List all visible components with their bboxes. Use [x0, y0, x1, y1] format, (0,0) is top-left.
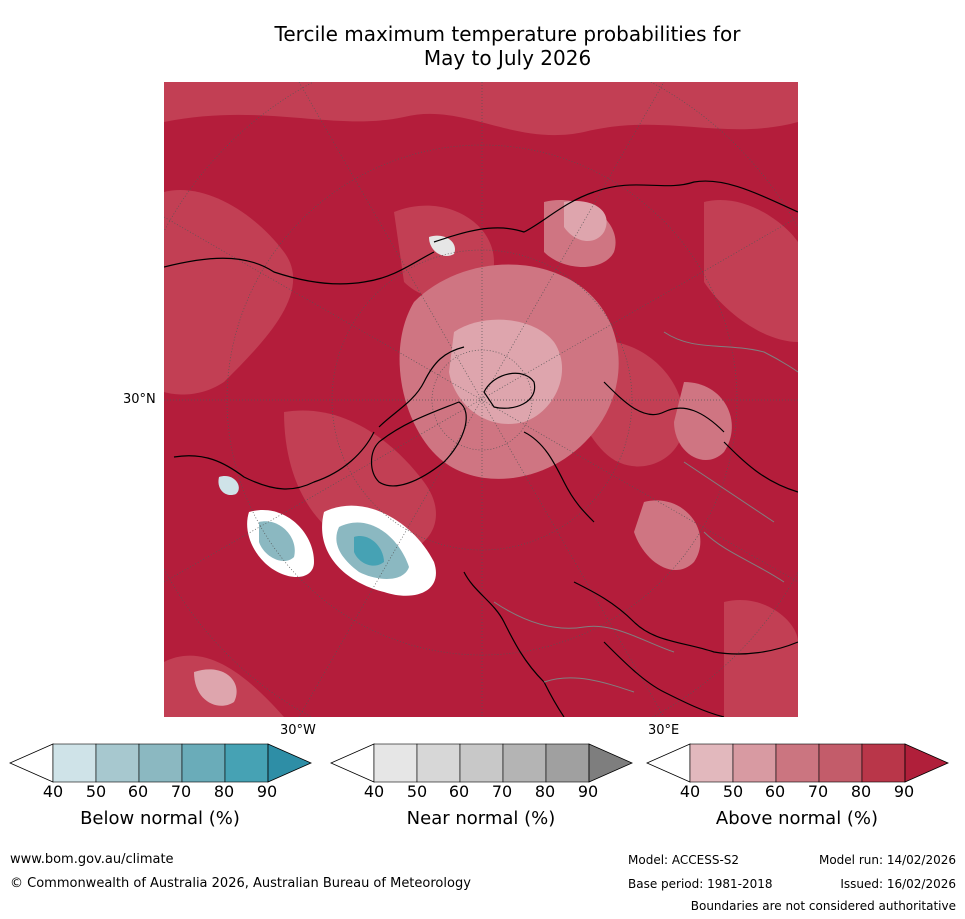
below-normal-areas [218, 235, 455, 596]
tick: 90 [256, 782, 278, 801]
above-normal-60-70-areas [164, 82, 798, 717]
tick: 70 [170, 782, 192, 801]
lon-label-30e: 30°E [648, 723, 680, 738]
colorbar-swatch [416, 743, 461, 783]
tick: 40 [363, 782, 385, 801]
colorbar-extend-high [904, 743, 949, 783]
colorbar-swatch [373, 743, 418, 783]
tick: 80 [850, 782, 872, 801]
base-period: Base period: 1981-2018 [628, 877, 773, 891]
colorbar-above-normal-svg [646, 743, 949, 783]
graticule [164, 82, 798, 717]
tick: 40 [679, 782, 701, 801]
tick: 50 [406, 782, 428, 801]
lat-label-30n: 30°N [123, 392, 156, 407]
colorbar-swatch [138, 743, 183, 783]
lon-label-30w: 30°W [280, 723, 316, 738]
colorbar-swatch [861, 743, 906, 783]
colorbar-swatch [459, 743, 504, 783]
colorbar-swatch [689, 743, 734, 783]
tick: 70 [491, 782, 513, 801]
tick: 90 [893, 782, 915, 801]
tick: 70 [807, 782, 829, 801]
colorbar-near-normal [330, 743, 633, 783]
title-line-1: Tercile maximum temperature probabilitie… [274, 22, 741, 46]
colorbar-extend-high [588, 743, 633, 783]
colorbar-swatch [775, 743, 820, 783]
colorbar-near-normal-label: Near normal (%) [406, 808, 556, 829]
colorbar-swatch [181, 743, 226, 783]
model-name: Model: ACCESS-S2 [628, 853, 740, 867]
colorbar-swatch [95, 743, 140, 783]
colorbar-swatch [52, 743, 97, 783]
colorbar-swatch [818, 743, 863, 783]
title-line-2: May to July 2026 [423, 46, 592, 70]
tick: 80 [534, 782, 556, 801]
colorbar-below-normal [9, 743, 312, 783]
issued-date: Issued: 16/02/2026 [840, 877, 956, 891]
tick: 60 [127, 782, 149, 801]
probability-map [164, 82, 798, 717]
colorbar-extend-high [267, 743, 312, 783]
above-normal-40-50-areas [194, 201, 607, 706]
colorbar-above-normal-label: Above normal (%) [715, 808, 879, 829]
website-link[interactable]: www.bom.gov.au/climate [10, 852, 174, 867]
colorbar-extend-low [646, 743, 691, 783]
colorbar-below-normal-svg [9, 743, 312, 783]
tick: 40 [42, 782, 64, 801]
tick: 80 [213, 782, 235, 801]
colorbar-swatch [502, 743, 547, 783]
colorbar-above-normal [646, 743, 949, 783]
colorbar-swatch [224, 743, 269, 783]
colorbar-below-normal-label: Below normal (%) [80, 808, 240, 829]
map-title: Tercile maximum temperature probabilitie… [0, 22, 965, 70]
colorbar-near-normal-svg [330, 743, 633, 783]
tick: 50 [85, 782, 107, 801]
colorbar-extend-low [330, 743, 375, 783]
country-borders [493, 331, 798, 693]
copyright-text: © Commonwealth of Australia 2026, Austra… [10, 876, 471, 891]
map-svg [164, 82, 798, 717]
tick: 60 [448, 782, 470, 801]
coastlines [164, 180, 798, 717]
tick: 90 [577, 782, 599, 801]
colorbar-extend-low [9, 743, 54, 783]
tick: 60 [764, 782, 786, 801]
model-run-date: Model run: 14/02/2026 [818, 853, 956, 867]
boundaries-disclaimer: Boundaries are not considered authoritat… [690, 899, 956, 913]
colorbar-swatch [732, 743, 777, 783]
colorbar-swatch [545, 743, 590, 783]
tick: 50 [722, 782, 744, 801]
